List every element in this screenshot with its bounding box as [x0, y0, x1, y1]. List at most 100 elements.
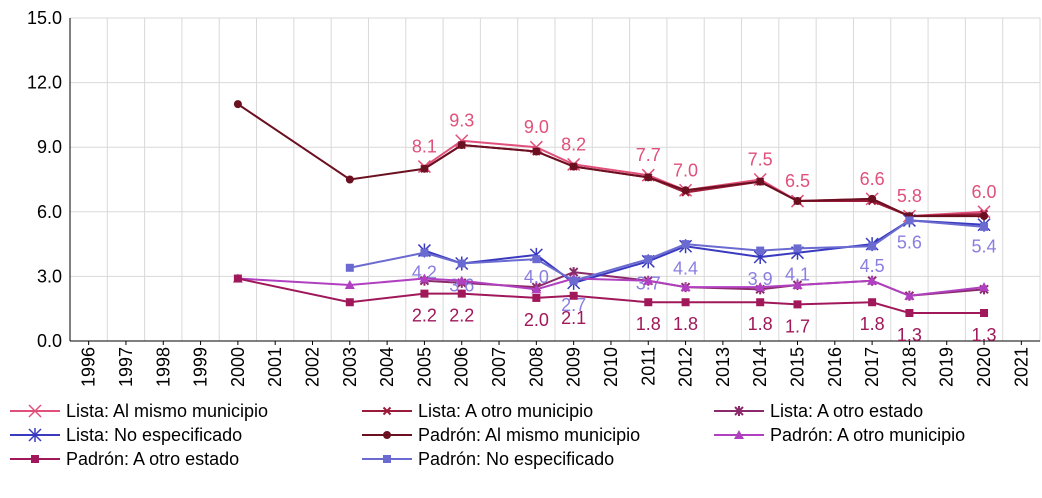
marker [569, 291, 578, 300]
data-label: 1.8 [673, 314, 698, 334]
x-tick-label: 2003 [340, 347, 360, 387]
data-label: 3.9 [748, 269, 773, 289]
data-label: 5.4 [972, 237, 997, 257]
x-tick-label: 2020 [974, 347, 994, 387]
data-label: 2.2 [412, 306, 437, 326]
data-label: 8.1 [412, 137, 437, 157]
marker [644, 173, 653, 182]
marker [457, 141, 466, 150]
x-tick-label: 2010 [601, 347, 621, 387]
marker [644, 255, 653, 264]
data-label: 7.7 [636, 145, 661, 165]
x-tick-label: 2018 [899, 347, 919, 387]
data-label: 9.3 [449, 111, 474, 131]
marker [28, 404, 42, 418]
marker [904, 290, 915, 300]
marker [457, 259, 466, 268]
marker [868, 298, 877, 307]
legend-label: Lista: A otro municipio [418, 401, 593, 421]
data-label: 2.7 [561, 295, 586, 315]
y-tick-label: 12.0 [27, 73, 62, 93]
marker [734, 430, 744, 439]
marker [681, 186, 690, 195]
y-tick-label: 9.0 [37, 137, 62, 157]
legend-label: Padrón: A otro estado [66, 449, 239, 469]
legend-label: Padrón: Al mismo municipio [418, 425, 640, 445]
data-label: 6.6 [860, 169, 885, 189]
x-tick-label: 2009 [564, 347, 584, 387]
marker [793, 197, 802, 206]
marker [457, 289, 466, 298]
data-label: 1.8 [748, 314, 773, 334]
marker [867, 275, 878, 285]
legend-label: Lista: No especificado [66, 425, 242, 445]
data-label: 1.8 [860, 314, 885, 334]
data-label: 8.2 [561, 134, 586, 154]
marker [345, 263, 354, 272]
y-tick-label: 0.0 [37, 331, 62, 351]
marker [868, 242, 877, 251]
marker [532, 255, 541, 264]
x-tick-label: 2005 [414, 347, 434, 387]
marker [793, 300, 802, 309]
data-label: 5.8 [897, 186, 922, 206]
y-tick-label: 15.0 [27, 8, 62, 28]
legend-item: Padrón: A otro municipio [714, 425, 965, 445]
marker [456, 275, 467, 285]
data-label: 1.3 [972, 325, 997, 345]
legend-item: Lista: Al mismo municipio [10, 401, 268, 421]
marker [345, 298, 354, 307]
marker [531, 284, 542, 294]
marker [755, 282, 766, 292]
legend-label: Padrón: No especificado [418, 449, 614, 469]
x-tick-label: 2011 [638, 347, 658, 386]
x-tick-label: 1997 [116, 347, 136, 387]
marker [905, 216, 914, 225]
marker [756, 177, 765, 186]
x-tick-label: 1998 [153, 347, 173, 387]
data-label: 5.6 [897, 232, 922, 252]
x-tick-label: 2001 [265, 347, 285, 387]
marker [420, 289, 429, 298]
x-tick-label: 2014 [750, 347, 770, 387]
x-tick-label: 2008 [526, 347, 546, 387]
marker [756, 298, 765, 307]
legend-item: Padrón: Al mismo municipio [362, 425, 640, 445]
data-label: 2.0 [524, 310, 549, 330]
x-tick-label: 2017 [862, 347, 882, 387]
marker [420, 164, 429, 173]
x-tick-label: 2016 [825, 347, 845, 387]
data-label: 1.8 [636, 314, 661, 334]
data-label: 2.2 [449, 306, 474, 326]
data-label: 4.0 [524, 267, 549, 287]
x-tick-label: 2021 [1011, 347, 1031, 387]
x-tick-label: 2019 [937, 347, 957, 387]
marker [382, 406, 392, 416]
marker [383, 431, 391, 439]
marker [383, 455, 391, 463]
data-label: 9.0 [524, 117, 549, 137]
marker [980, 222, 989, 231]
data-label: 2.1 [561, 308, 586, 328]
marker [868, 194, 877, 203]
legend-label: Lista: Al mismo municipio [66, 401, 268, 421]
legend-label: Lista: A otro estado [770, 401, 923, 421]
x-tick-label: 2000 [228, 347, 248, 387]
marker [792, 280, 803, 290]
legend-item: Padrón: No especificado [362, 449, 614, 469]
marker [734, 406, 744, 416]
marker [31, 455, 39, 463]
marker [28, 428, 42, 442]
data-label: 6.0 [972, 182, 997, 202]
legend-item: Padrón: A otro estado [10, 449, 239, 469]
marker [681, 298, 690, 307]
data-label: 7.0 [673, 160, 698, 180]
legend-label: Padrón: A otro municipio [770, 425, 965, 445]
series [233, 100, 989, 221]
marker [569, 276, 578, 285]
marker [233, 274, 242, 283]
x-tick-label: 1999 [191, 347, 211, 387]
marker [756, 246, 765, 255]
marker [644, 298, 653, 307]
